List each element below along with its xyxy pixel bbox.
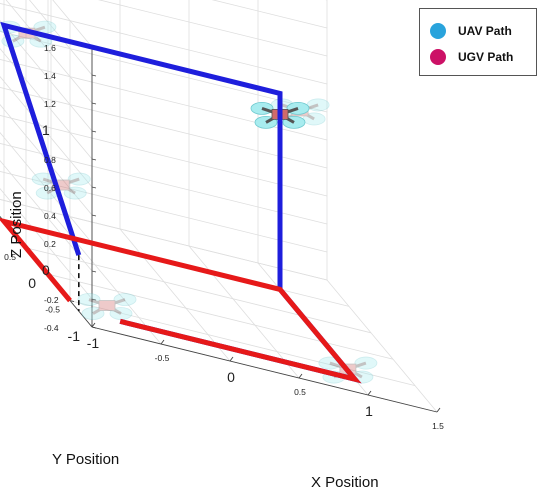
arm-shape [12,31,28,43]
z-tick-label: 0 [42,262,50,278]
x-tick-mark [436,407,441,413]
z-tick-mark [91,214,97,217]
x-axis-line [91,326,438,413]
z-tick-label: 1.4 [44,71,56,81]
floor-grid-line [69,300,416,386]
series-line-ugv-path [0,217,362,384]
rotor-shape [354,356,378,370]
x-tick-label: 1 [365,403,373,419]
back-grid-line [0,115,328,197]
x-tick-label: 0.5 [294,387,306,397]
y-axis-label: Y Position [52,451,119,468]
y-tick-mark [69,300,75,303]
side-grid-line [0,19,93,132]
rotor-shape [113,293,137,306]
floor-grid-line [25,247,372,334]
x-tick-label: -1 [87,335,100,351]
rotor-shape [81,307,105,320]
x-tick-mark [298,373,303,379]
floor-grid-line [188,245,300,379]
floor-grid-line [50,211,162,345]
floor-grid-line [326,279,438,413]
floor-grid-line [119,228,231,362]
x-tick-label: 1.5 [432,421,444,431]
x-tick-mark [229,356,234,362]
z-tick-label: 1.2 [44,99,56,109]
arm-shape [60,177,80,187]
side-grid-line [28,0,93,76]
legend-item-ugv: UGV Path [430,47,513,67]
z-tick-label: 0.4 [44,211,56,221]
z-axis-label: Z Position [8,191,25,258]
back-grid-line [0,199,328,281]
arm-shape [60,183,76,195]
z-tick-label: 0.6 [44,183,56,193]
legend-label-uav: UAV Path [458,24,512,38]
arm-shape [347,361,367,371]
side-grid-line [5,0,93,104]
back-grid-line [211,0,328,29]
back-grid-line [0,31,328,113]
z-tick-label: -0.4 [44,323,59,333]
x-tick-mark [160,339,165,345]
side-grid-line [0,47,93,160]
z-tick-mark [91,158,97,161]
rotor-shape [63,186,87,200]
y-tick-label: 0.5 [4,252,16,262]
x-tick-label: 0 [227,369,235,385]
z-tick-mark [91,326,97,329]
x-tick-label: -0.5 [155,353,170,363]
y-tick-label: -0.5 [45,305,60,315]
body-shape [98,300,116,311]
data-series [0,21,362,384]
legend-label-ugv: UGV Path [458,50,514,64]
back-grid-line [0,87,328,169]
y-tick-label: 0 [28,275,36,291]
floor-grid-line [47,273,394,360]
drone-ghost-4 [77,293,137,320]
z-tick-mark [91,186,97,189]
grid-lines [0,0,438,413]
z-tick-label: 0.2 [44,239,56,249]
body-shape [52,179,70,191]
rotor-shape [67,172,91,186]
z-tick-mark [91,130,97,133]
side-grid-line [0,187,93,300]
legend: UAV Path UGV Path [419,8,537,76]
z-tick-mark [91,298,97,301]
z-tick-label: 1.6 [44,43,56,53]
side-grid-line [0,103,93,216]
z-tick-label: 0.8 [44,155,56,165]
arm-shape [106,298,126,307]
back-grid-line [0,171,328,253]
drone-ghost-0 [31,172,91,200]
x-tick-mark [91,322,96,328]
arm-shape [88,298,108,307]
side-grid-line [0,131,93,244]
z-tick-label: 1 [42,122,50,138]
z-tick-label: -0.2 [44,295,59,305]
ugv-marker-icon [430,49,446,65]
y-tick-label: -1 [68,328,81,344]
z-tick-mark [91,74,97,77]
z-tick-mark [91,102,97,105]
arm-shape [26,31,42,43]
back-grid-line [0,143,328,225]
z-tick-mark [91,270,97,273]
back-grid-line [98,0,328,57]
arm-shape [106,304,122,315]
rotor-shape [77,293,101,306]
side-grid-line [0,159,93,272]
arm-shape [92,304,108,315]
side-grid-line [52,0,93,48]
x-tick-mark [367,390,372,396]
legend-item-uav: UAV Path [430,21,512,41]
x-axis-label: X Position [311,474,379,491]
tick-labels: -1-0.500.511.5-1-0.500.511.5-0.4-0.200.2… [4,43,444,431]
back-grid-line [0,3,328,85]
uav-marker-icon [430,23,446,39]
